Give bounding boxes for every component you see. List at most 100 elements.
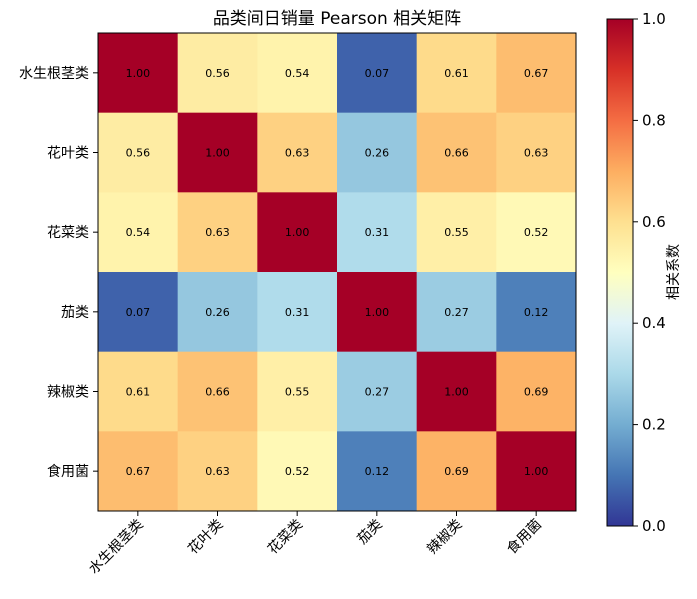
cell-value-label: 1.00 xyxy=(365,306,390,319)
cell-value-label: 0.69 xyxy=(524,386,549,399)
x-tick-label: 花菜类 xyxy=(265,517,306,558)
cell-value-label: 1.00 xyxy=(444,386,469,399)
heatmap-cell xyxy=(98,272,179,353)
heatmap-cell xyxy=(416,33,497,114)
cell-value-label: 1.00 xyxy=(205,147,230,160)
heatmap-cell xyxy=(337,192,418,273)
cell-value-label: 0.66 xyxy=(205,386,230,399)
heatmap-cell xyxy=(416,112,497,193)
cell-value-label: 0.27 xyxy=(365,386,390,399)
heatmap-cell xyxy=(177,192,258,273)
heatmap-cell xyxy=(98,192,179,273)
cell-value-label: 0.52 xyxy=(524,226,549,239)
heatmap-cell xyxy=(337,351,418,432)
heatmap-cell xyxy=(337,112,418,193)
plot-frame xyxy=(97,32,577,512)
cell-value-label: 0.67 xyxy=(126,465,151,478)
x-tick-label: 花叶类 xyxy=(185,517,226,558)
heatmap-cell xyxy=(416,272,497,353)
heatmap-cell xyxy=(337,431,418,512)
heatmap-cell xyxy=(257,431,338,512)
heatmap-cell xyxy=(177,272,258,353)
heatmap-cell-labels: 1.00 0.56 0.54 0.07 0.61 0.67 0.56 1.00 0.63 0.26… xyxy=(126,67,549,478)
colorbar-tick-label: 1.0 xyxy=(642,10,666,28)
cell-value-label: 0.12 xyxy=(524,306,549,319)
heatmap-cell xyxy=(496,351,577,432)
cell-value-label: 0.07 xyxy=(126,306,151,319)
cell-value-label: 0.63 xyxy=(524,147,549,160)
heatmap-cells xyxy=(98,33,577,512)
heatmap-cell xyxy=(257,192,338,273)
cell-value-label: 0.07 xyxy=(365,67,390,80)
colorbar-tick-label: 0.6 xyxy=(642,213,666,231)
y-tick-label: 水生根茎类 xyxy=(19,66,89,82)
heatmap-cell xyxy=(496,192,577,273)
heatmap-cell xyxy=(257,112,338,193)
cell-value-label: 0.61 xyxy=(444,67,469,80)
cell-value-label: 0.55 xyxy=(285,386,310,399)
cell-value-label: 0.63 xyxy=(205,465,230,478)
cell-value-label: 0.56 xyxy=(205,67,230,80)
heatmap-cell xyxy=(98,431,179,512)
cell-value-label: 0.31 xyxy=(285,306,310,319)
chart-title: 品类间日销量 Pearson 相关矩阵 xyxy=(213,9,461,29)
cell-value-label: 1.00 xyxy=(524,465,549,478)
heatmap-cell xyxy=(177,351,258,432)
cell-value-label: 0.27 xyxy=(444,306,469,319)
heatmap-cell xyxy=(416,431,497,512)
heatmap-cell xyxy=(98,112,179,193)
cell-value-label: 0.56 xyxy=(126,147,151,160)
cell-value-label: 1.00 xyxy=(285,226,310,239)
colorbar-label: 相关系数 xyxy=(666,244,682,300)
heatmap-cell xyxy=(257,272,338,353)
colorbar xyxy=(606,18,634,527)
colorbar-tick-label: 0.2 xyxy=(642,416,666,434)
heatmap-cell xyxy=(496,431,577,512)
heatmap-cell xyxy=(337,272,418,353)
cell-value-label: 0.52 xyxy=(285,465,310,478)
x-tick-label: 水生根茎类 xyxy=(86,517,147,578)
heatmap-cell xyxy=(177,112,258,193)
heatmap-cell xyxy=(496,272,577,353)
heatmap-cell xyxy=(337,33,418,114)
cell-value-label: 0.26 xyxy=(205,306,230,319)
cell-value-label: 0.63 xyxy=(285,147,310,160)
y-tick-label: 茄类 xyxy=(61,304,89,321)
colorbar-tick-label: 0.8 xyxy=(642,111,666,129)
cell-value-label: 0.12 xyxy=(365,465,390,478)
cell-value-label: 1.00 xyxy=(126,67,151,80)
cell-value-label: 0.66 xyxy=(444,147,469,160)
heatmap-cell xyxy=(416,351,497,432)
cell-value-label: 0.63 xyxy=(205,226,230,239)
cell-value-label: 0.26 xyxy=(365,147,390,160)
heatmap-cell xyxy=(496,112,577,193)
heatmap-cell xyxy=(98,33,179,114)
heatmap-cell xyxy=(496,33,577,114)
heatmap-cell xyxy=(177,431,258,512)
heatmap-cell xyxy=(257,33,338,114)
cell-value-label: 0.69 xyxy=(444,465,469,478)
heatmap-cell xyxy=(98,351,179,432)
colorbar-tick-label: 0.4 xyxy=(642,314,666,332)
y-tick-label: 食用菌 xyxy=(47,463,89,480)
y-tick-label: 花叶类 xyxy=(47,146,89,162)
colorbar-ticks: 0.0 0.2 0.4 0.6 0.8 1.0 xyxy=(633,10,666,535)
heatmap-cell xyxy=(416,192,497,273)
y-tick-label: 花菜类 xyxy=(47,225,89,241)
cell-value-label: 0.31 xyxy=(365,226,390,239)
cell-value-label: 0.54 xyxy=(285,67,310,80)
cell-value-label: 0.54 xyxy=(126,226,151,239)
y-tick-label: 辣椒类 xyxy=(47,385,89,401)
x-axis-ticks: 水生根茎类 花叶类 花菜类 茄类 辣椒类 食用菌 xyxy=(86,511,545,577)
heatmap-cell xyxy=(177,33,258,114)
cell-value-label: 0.67 xyxy=(524,67,549,80)
colorbar-tick-label: 0.0 xyxy=(642,517,666,535)
cell-value-label: 0.55 xyxy=(444,226,469,239)
cell-value-label: 0.61 xyxy=(126,386,151,399)
x-tick-label: 茄类 xyxy=(354,516,386,548)
heatmap-cell xyxy=(257,351,338,432)
x-tick-label: 辣椒类 xyxy=(424,517,465,558)
x-tick-label: 食用菌 xyxy=(503,516,545,558)
